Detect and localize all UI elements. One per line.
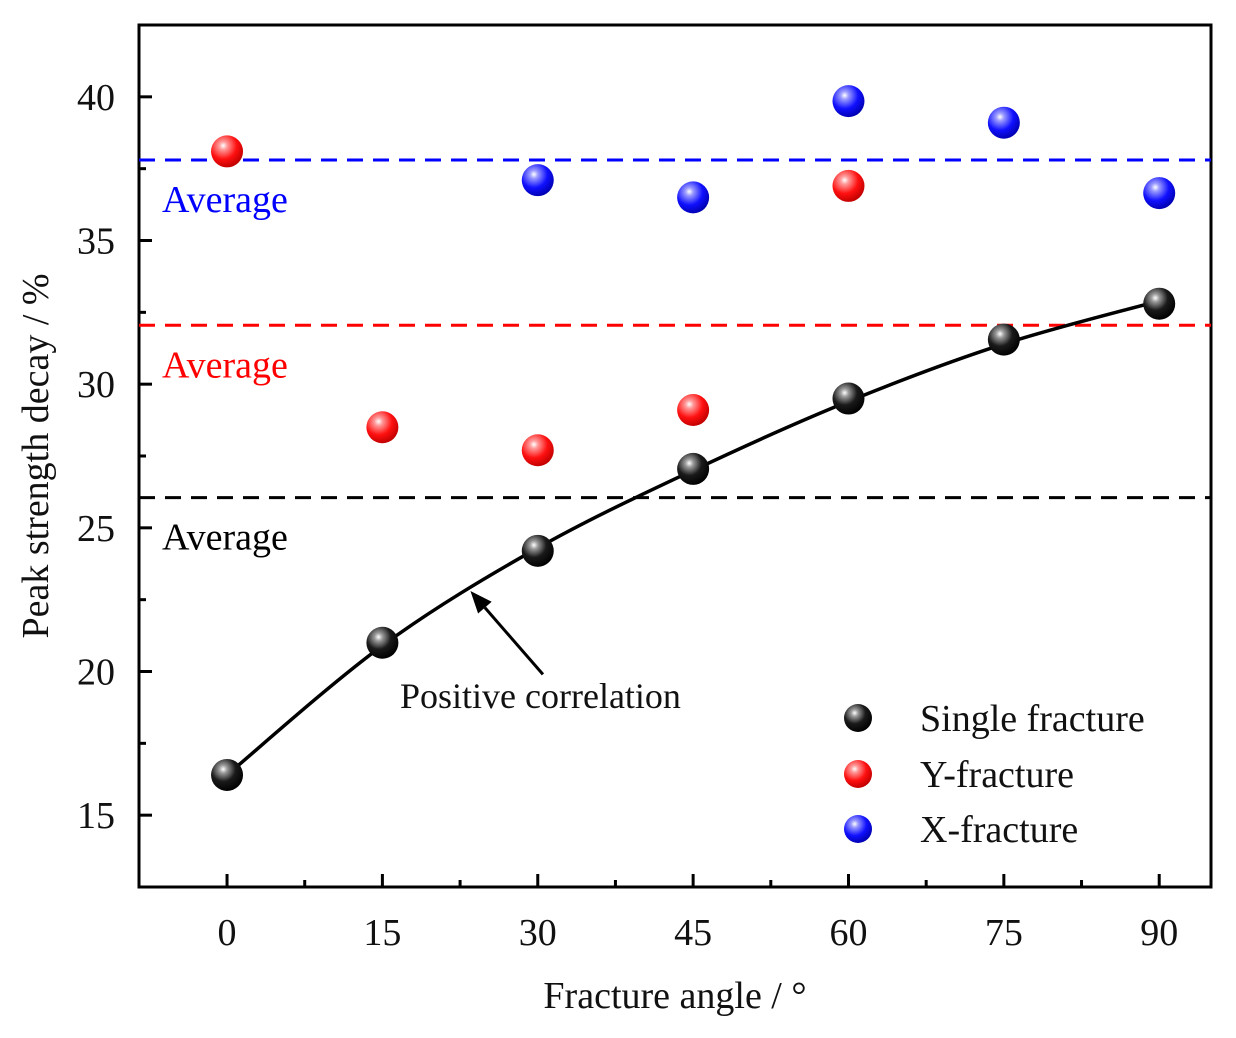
point-x-60: [832, 85, 865, 118]
point-y-30: [521, 434, 554, 467]
y-tick-label-35: 35: [77, 221, 115, 263]
average-label-0: Average: [162, 179, 288, 221]
y-tick-label-25: 25: [77, 508, 115, 550]
point-x-75: [987, 106, 1020, 139]
legend-label-y: Y-fracture: [920, 754, 1074, 796]
y-tick-label-15: 15: [77, 795, 115, 837]
point-y-45: [677, 394, 710, 427]
point-x-45: [677, 181, 710, 214]
point-y-15: [366, 411, 399, 444]
x-tick-label-45: 45: [674, 912, 712, 954]
average-label-2: Average: [162, 517, 288, 559]
average-lines: Average Average Average: [139, 158, 1211, 559]
point-single-60: [832, 382, 865, 415]
point-x-30: [521, 164, 554, 197]
annotation-text: Positive correlation: [400, 676, 681, 716]
point-y-60: [832, 169, 865, 202]
x-tick-label-0: 0: [218, 912, 237, 954]
point-x-90: [1143, 177, 1176, 210]
axis-ticks: 0 15 30 45 60 75 90 15 20 25 30 35 40: [77, 77, 1178, 954]
y-axis-label: Peak strength decay / %: [15, 273, 57, 638]
x-axis-label: Fracture angle / °: [543, 975, 806, 1017]
x-tick-label-30: 30: [519, 912, 557, 954]
y-tick-label-40: 40: [77, 77, 115, 119]
point-y-0: [211, 135, 244, 168]
x-tick-label-15: 15: [363, 912, 401, 954]
data-points: [211, 85, 1176, 791]
annotation-arrow-head: [470, 591, 492, 614]
point-single-30: [521, 534, 554, 567]
point-single-75: [987, 323, 1020, 356]
y-tick-label-30: 30: [77, 364, 115, 406]
legend-marker-single: [844, 704, 872, 732]
legend-label-x: X-fracture: [920, 809, 1078, 851]
annotation: Positive correlation: [400, 591, 681, 716]
legend: Single fracture Y-fracture X-fracture: [844, 698, 1145, 851]
x-tick-label-90: 90: [1140, 912, 1178, 954]
average-label-1: Average: [162, 344, 288, 386]
x-tick-label-75: 75: [985, 912, 1023, 954]
y-tick-label-20: 20: [77, 652, 115, 694]
annotation-arrow-line: [483, 606, 545, 676]
point-single-90: [1143, 287, 1176, 320]
point-single-0: [211, 758, 244, 791]
point-single-15: [366, 626, 399, 659]
legend-marker-y: [844, 760, 872, 788]
point-single-45: [677, 452, 710, 485]
legend-label-single: Single fracture: [920, 698, 1145, 740]
legend-marker-x: [844, 815, 872, 843]
x-tick-label-60: 60: [829, 912, 867, 954]
